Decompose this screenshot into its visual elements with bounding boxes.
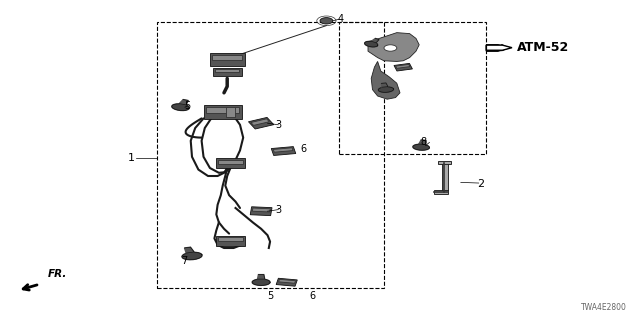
Text: 5: 5 (268, 291, 274, 301)
Polygon shape (381, 83, 388, 87)
Polygon shape (371, 61, 400, 99)
Polygon shape (252, 208, 270, 212)
Polygon shape (378, 87, 394, 92)
Polygon shape (486, 45, 509, 51)
Polygon shape (276, 278, 298, 286)
Polygon shape (486, 45, 506, 51)
Circle shape (320, 18, 333, 24)
Polygon shape (442, 163, 448, 192)
Text: 5: 5 (184, 100, 191, 111)
Text: 6: 6 (301, 144, 307, 155)
Polygon shape (212, 68, 242, 76)
Polygon shape (271, 147, 296, 156)
Polygon shape (209, 53, 245, 66)
Text: FR.: FR. (47, 269, 67, 279)
Text: 3: 3 (275, 120, 282, 130)
Polygon shape (252, 279, 270, 285)
Polygon shape (184, 247, 194, 253)
Polygon shape (273, 148, 293, 152)
Polygon shape (394, 63, 412, 71)
Bar (339, 22, 486, 154)
Polygon shape (368, 33, 419, 61)
Polygon shape (250, 207, 272, 216)
Text: TWA4E2800: TWA4E2800 (581, 303, 627, 312)
Text: 1: 1 (128, 153, 135, 164)
Polygon shape (182, 252, 202, 260)
Polygon shape (206, 107, 239, 113)
Polygon shape (226, 107, 236, 117)
Polygon shape (218, 160, 243, 164)
Polygon shape (204, 105, 242, 119)
Polygon shape (413, 144, 429, 150)
Polygon shape (216, 236, 245, 246)
Polygon shape (216, 158, 245, 168)
Text: ATM-52: ATM-52 (517, 41, 570, 54)
Polygon shape (396, 64, 410, 68)
Polygon shape (212, 55, 242, 60)
Polygon shape (365, 41, 378, 47)
Polygon shape (371, 38, 379, 43)
Polygon shape (218, 237, 243, 241)
Text: 2: 2 (477, 179, 484, 189)
Text: 7: 7 (181, 256, 188, 267)
Polygon shape (179, 100, 188, 105)
Bar (157, 22, 384, 288)
Circle shape (384, 45, 397, 51)
Polygon shape (434, 190, 448, 194)
Text: 3: 3 (275, 204, 282, 215)
Text: 4: 4 (338, 14, 344, 24)
Text: 6: 6 (310, 291, 316, 301)
Polygon shape (419, 140, 426, 145)
Polygon shape (257, 275, 265, 279)
Polygon shape (251, 119, 269, 125)
Polygon shape (248, 117, 274, 129)
Polygon shape (215, 69, 239, 72)
Polygon shape (278, 279, 296, 283)
Polygon shape (172, 104, 189, 110)
Text: 8: 8 (420, 137, 427, 148)
Polygon shape (438, 161, 451, 164)
Polygon shape (486, 45, 512, 50)
